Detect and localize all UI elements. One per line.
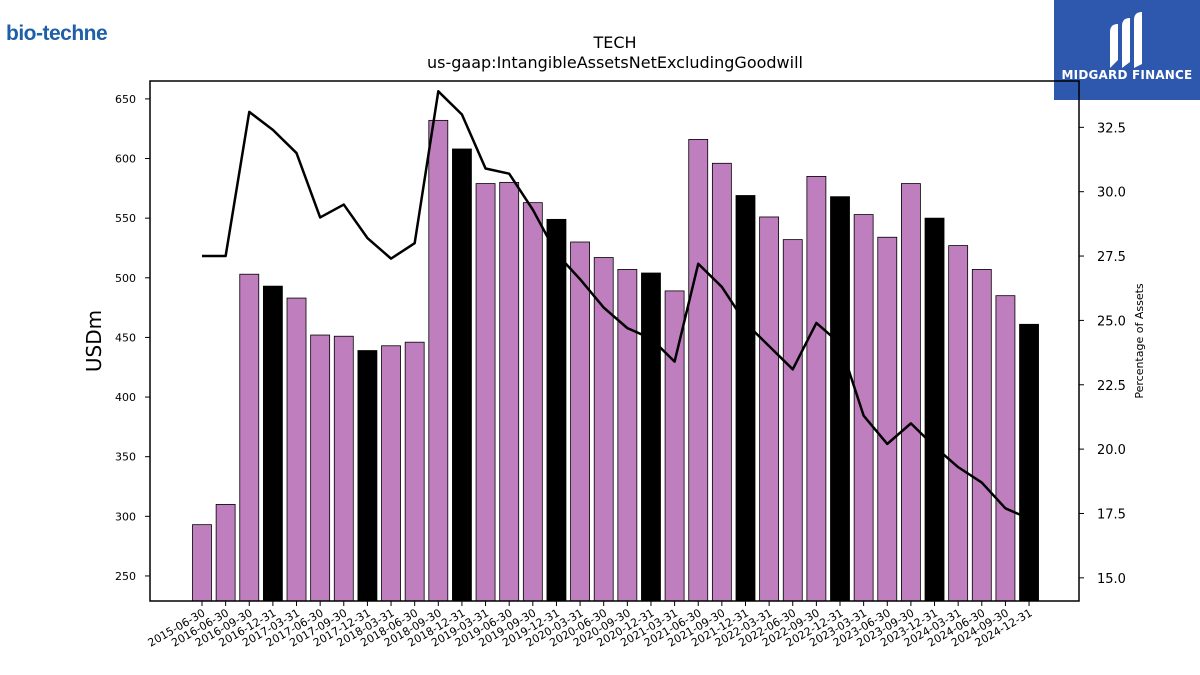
bar-2020-09-30: [617, 269, 638, 602]
bar-2021-12-31: [735, 195, 756, 602]
y2-axis-label: Percentage of Assets: [1133, 283, 1146, 399]
y-tick-label: 350: [115, 451, 136, 464]
bar-2018-03-31: [381, 345, 401, 602]
y2-tick-label: 27.5: [1097, 250, 1126, 265]
chart-subtitle: us-gaap:IntangibleAssetsNetExcludingGood…: [427, 53, 803, 72]
y-tick-label: 400: [115, 391, 136, 404]
bar-2023-09-30: [901, 183, 921, 602]
bar-2018-06-30: [404, 341, 425, 602]
bio-techne-logo: bio-techne: [6, 22, 108, 45]
y-tick-label: 450: [115, 331, 136, 344]
bar-2017-03-31: [286, 297, 307, 602]
percentage-of-assets-line: [202, 90, 1030, 520]
bar-2019-06-30: [499, 181, 520, 602]
bar-2021-06-30: [688, 139, 709, 602]
bar-2022-12-31: [830, 196, 850, 602]
y2-tick-label: 30.0: [1097, 186, 1126, 201]
bar-2021-09-30: [711, 162, 732, 602]
y-tick-label: 600: [115, 153, 136, 166]
bar-2016-09-30: [239, 273, 260, 602]
bar-2015-06-30: [192, 524, 212, 602]
bar-2017-09-30: [333, 335, 354, 602]
axes-layer: 250 300 350 400 450 500 550 600 650 15.0 17.5 20.0 2…: [115, 80, 1126, 650]
y-tick-label: 300: [115, 510, 136, 523]
bar-2024-09-30: [995, 295, 1016, 602]
bar-2023-03-31: [853, 214, 874, 602]
plot-frame: [149, 80, 1080, 602]
bar-2023-12-31: [924, 217, 945, 602]
y-axis-label: USDm: [82, 310, 106, 372]
bar-2019-12-31: [546, 218, 567, 602]
bar-2024-06-30: [971, 269, 992, 602]
midgard-mark-icon: [1110, 12, 1142, 68]
bar-2018-09-30: [428, 119, 449, 602]
bar-2017-12-31: [357, 350, 378, 602]
bar-2022-03-31: [759, 216, 780, 602]
line-layer: [202, 90, 1030, 520]
bar-2020-12-31: [641, 272, 661, 602]
bar-2018-12-31: [452, 148, 472, 602]
y-tick-label: 650: [115, 93, 136, 106]
y-tick-label: 250: [115, 570, 136, 583]
bar-2024-12-31: [1019, 323, 1039, 602]
bar-2016-12-31: [262, 285, 283, 602]
y2-tick-label: 22.5: [1097, 379, 1126, 394]
midgard-logo-text: MIDGARD FINANCE: [1061, 68, 1193, 82]
chart-title: TECH: [592, 33, 636, 52]
y2-tick-label: 17.5: [1097, 507, 1126, 522]
bar-2019-03-31: [475, 183, 496, 602]
y2-tick-label: 32.5: [1097, 121, 1126, 136]
bar-2020-03-31: [570, 241, 590, 602]
y-tick-label: 550: [115, 212, 136, 225]
bar-2022-09-30: [806, 176, 827, 602]
y-tick-label: 500: [115, 272, 136, 285]
bar-2019-09-30: [522, 202, 543, 602]
bar-2016-06-30: [215, 503, 236, 602]
bar-2017-06-30: [310, 334, 331, 602]
bars-layer: [192, 119, 1039, 602]
bar-2023-06-30: [877, 236, 898, 602]
bar-2022-06-30: [782, 239, 803, 602]
y2-tick-label: 25.0: [1097, 314, 1126, 329]
y2-tick-label: 20.0: [1097, 443, 1126, 458]
bar-2024-03-31: [948, 245, 969, 602]
y2-tick-label: 15.0: [1097, 572, 1126, 587]
